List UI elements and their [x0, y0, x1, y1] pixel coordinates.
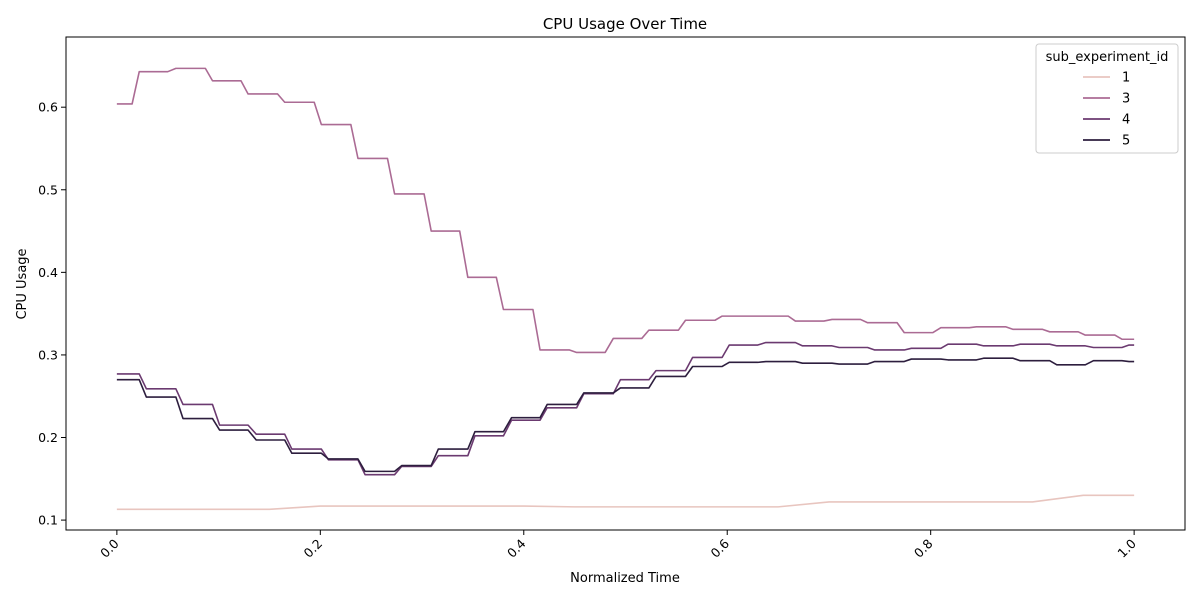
legend-entries: 1 3 4 5	[1083, 71, 1130, 149]
legend-label-1: 1	[1122, 71, 1130, 86]
chart-title: CPU Usage Over Time	[543, 15, 707, 33]
x-tick-label: 0.6	[707, 536, 732, 561]
legend-label-3: 3	[1122, 92, 1130, 107]
plot-frame	[65, 36, 1186, 531]
y-tick-label: 0.4	[38, 265, 58, 280]
x-axis-title: Normalized Time	[570, 571, 680, 586]
plot-area	[65, 36, 1186, 531]
y-tick-label: 0.6	[38, 100, 58, 115]
x-tick-label: 0.2	[301, 536, 326, 561]
series-line-5	[116, 357, 1135, 473]
x-tick-label: 0.4	[504, 536, 529, 561]
series-line-3	[116, 67, 1135, 354]
series-line-1	[116, 494, 1135, 511]
x-tick-label: 1.0	[1114, 536, 1139, 561]
series-layer	[116, 67, 1135, 511]
legend-title: sub_experiment_id	[1046, 50, 1169, 65]
y-tick-label: 0.5	[38, 182, 58, 197]
y-tick-label: 0.1	[38, 513, 58, 528]
y-axis-ticks: 0.1 0.2 0.3 0.4 0.5 0.6	[38, 100, 66, 528]
y-tick-label: 0.3	[38, 347, 58, 362]
y-axis-title: CPU Usage	[15, 248, 30, 319]
x-tick-label: 0.8	[911, 536, 936, 561]
legend-label-4: 4	[1122, 113, 1130, 128]
x-tick-label: 0.0	[97, 536, 122, 561]
y-tick-label: 0.2	[38, 430, 58, 445]
x-axis-ticks: 0.0 0.2 0.4 0.6 0.8 1.0	[97, 530, 1139, 561]
legend: sub_experiment_id 1 3 4 5	[1035, 43, 1179, 154]
legend-label-5: 5	[1122, 134, 1130, 149]
series-line-4	[116, 341, 1135, 476]
